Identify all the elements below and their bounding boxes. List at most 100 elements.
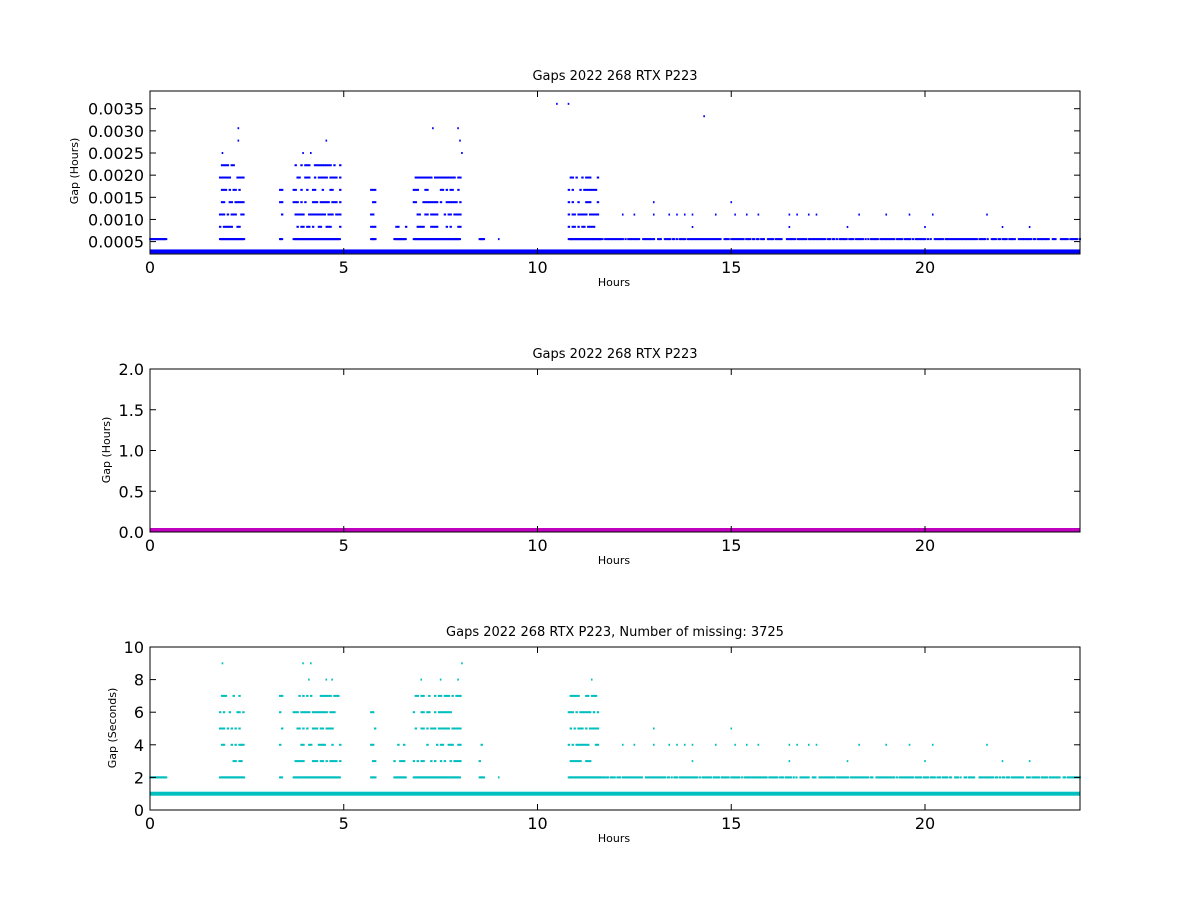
data-point [218,176,222,179]
data-point [319,225,323,228]
data-point [867,776,870,779]
data-point [230,743,233,746]
data-point [583,213,586,216]
data-point [876,238,879,241]
data-point [587,711,590,714]
data-point [708,776,711,779]
data-point [1015,776,1018,779]
data-point [890,238,893,241]
data-point [220,164,224,167]
data-point [302,760,305,763]
data-point [447,176,450,179]
data-point [238,711,241,714]
data-point [596,711,600,714]
data-point [296,711,299,714]
data-point [240,213,243,216]
data-point [430,225,433,228]
data-point [280,201,284,204]
x-axis-label: Hours [598,276,630,289]
data-point [1027,238,1030,241]
data-point [569,727,573,730]
data-point [335,201,338,204]
data-point [458,776,462,779]
data-point [997,238,1000,241]
data-point [888,238,892,241]
data-point [426,201,429,204]
data-point [575,694,578,697]
data-point [685,776,688,779]
y-axis-label: Gap (Hours) [68,138,81,205]
data-point [620,238,623,241]
data-point [856,238,859,241]
data-point [587,225,590,228]
data-point [449,201,452,204]
data-point [370,225,373,228]
data-point [822,776,825,779]
data-point [935,238,938,241]
data-point [424,176,427,179]
data-point [652,238,656,241]
data-point [373,225,377,228]
data-point [306,176,309,179]
data-point [659,776,662,779]
data-point [842,776,846,779]
data-point [848,238,851,241]
data-point [631,238,634,241]
data-point [234,727,237,730]
data-point [933,238,936,241]
data-point [581,727,584,730]
data-point [459,139,461,142]
data-point [714,743,717,746]
data-point [226,213,230,216]
data-point [920,238,923,241]
data-point [331,213,334,216]
data-point [871,776,874,779]
data-point [323,743,326,746]
data-point [789,776,793,779]
data-point [573,694,576,697]
data-point [982,776,985,779]
data-point [337,238,341,241]
data-point [650,776,653,779]
data-point [858,743,860,746]
data-point [325,694,328,697]
data-point [232,188,235,191]
data-point [594,188,598,191]
data-point [451,694,454,697]
data-point [807,238,810,241]
data-point [857,776,860,779]
data-point [585,213,588,216]
data-point [306,694,309,697]
data-point [876,776,879,779]
data-point [238,694,241,697]
data-point [1062,776,1065,779]
data-point [914,776,917,779]
data-point [422,727,425,730]
data-point [569,760,573,763]
data-point [300,164,303,167]
data-point [434,213,437,216]
data-point [585,188,588,191]
x-tick-label: 15 [721,814,741,833]
data-point [796,238,799,241]
data-point [743,776,747,779]
data-point [765,776,768,779]
data-point [234,743,237,746]
data-point [701,238,704,241]
data-point [745,213,748,216]
data-point [705,238,709,241]
data-point [628,776,631,779]
data-point [857,238,860,241]
data-point [869,776,873,779]
data-point [437,711,441,714]
data-point [994,238,997,241]
data-point [791,238,794,241]
data-point [760,776,763,779]
data-point [931,743,934,746]
data-point [412,201,416,204]
data-point [684,238,687,241]
data-point [724,776,728,779]
data-point [815,213,818,216]
data-point [836,238,839,241]
data-point [596,201,600,204]
